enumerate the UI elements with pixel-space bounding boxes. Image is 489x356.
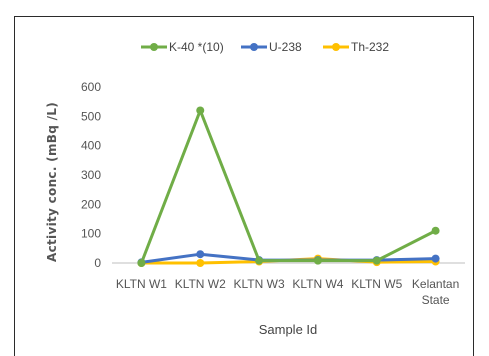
data-point xyxy=(372,256,381,265)
series-line xyxy=(140,108,437,264)
y-axis-title: Activity conc. (mBq /L) xyxy=(45,102,59,262)
y-tick-label: 500 xyxy=(81,109,101,123)
legend-label: U-238 xyxy=(269,40,302,54)
data-point xyxy=(431,254,440,263)
legend: K-40 *(10) U-238 Th-232 xyxy=(141,40,389,54)
data-point xyxy=(196,106,205,115)
data-point xyxy=(196,259,205,267)
x-tick-label: Kelantan State xyxy=(412,277,459,307)
x-axis-title: Sample Id xyxy=(259,322,318,337)
x-tick-label: KLTN W5 xyxy=(351,277,402,291)
legend-item: Th-232 xyxy=(323,40,389,54)
y-tick-label: 200 xyxy=(81,197,101,211)
legend-item: U-238 xyxy=(241,40,302,54)
y-tick-label: 300 xyxy=(81,168,101,182)
legend-label: K-40 *(10) xyxy=(169,40,224,54)
legend-label: Th-232 xyxy=(351,40,389,54)
y-tick-label: 400 xyxy=(81,139,101,153)
legend-marker xyxy=(250,43,258,51)
legend-marker xyxy=(150,43,158,51)
x-tick-label: KLTN W2 xyxy=(175,277,226,291)
y-tick-label: 600 xyxy=(81,80,101,94)
x-axis: KLTN W1 KLTN W2 KLTN W3 KLTN W4 KLTN W5 Kelan… xyxy=(112,262,465,307)
y-tick-label: 100 xyxy=(81,227,101,241)
series-group xyxy=(137,106,440,267)
x-tick-label: KLTN W4 xyxy=(292,277,343,291)
x-tick-label: KLTN W1 xyxy=(116,277,167,291)
legend-marker xyxy=(332,43,340,51)
data-point xyxy=(431,226,440,235)
data-point xyxy=(137,259,146,267)
y-axis: 0 100 200 300 400 500 600 xyxy=(81,80,101,270)
y-tick-label: 0 xyxy=(94,256,101,270)
line-chart: K-40 *(10) U-238 Th-232 0 100 200 300 400 500 60… xyxy=(45,40,465,337)
chart-frame xyxy=(14,16,474,356)
data-point xyxy=(255,256,264,265)
x-tick-label: KLTN W3 xyxy=(234,277,285,291)
legend-item: K-40 *(10) xyxy=(141,40,224,54)
data-point xyxy=(313,256,322,265)
data-point xyxy=(196,250,205,259)
